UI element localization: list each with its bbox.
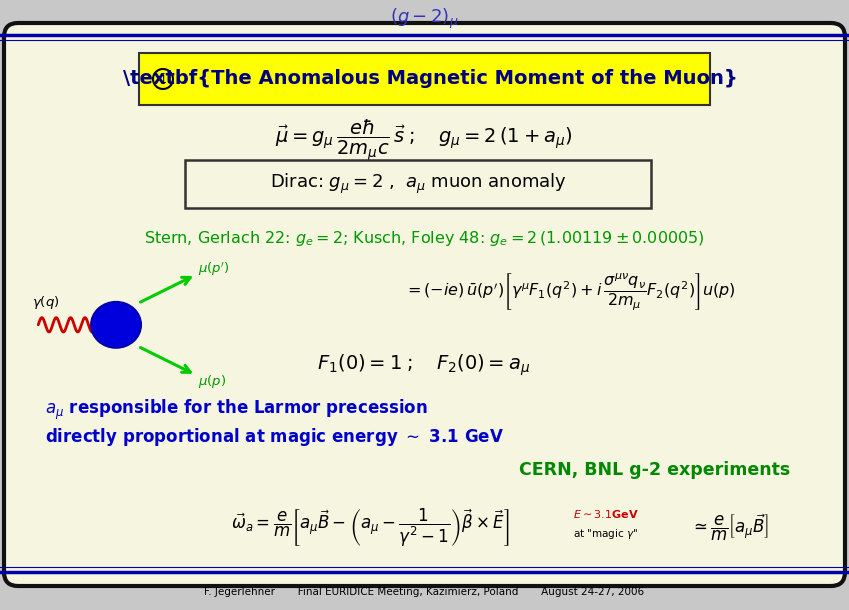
FancyBboxPatch shape [185,160,651,208]
FancyBboxPatch shape [139,53,710,105]
Text: $E{\sim}3.1\mathbf{GeV}$: $E{\sim}3.1\mathbf{GeV}$ [573,508,638,520]
Text: $\mu(p)$: $\mu(p)$ [198,373,226,390]
Text: $\mu(p')$: $\mu(p')$ [198,260,229,278]
Text: \textbf{The Anomalous Magnetic Moment of the Muon}: \textbf{The Anomalous Magnetic Moment of… [122,70,738,88]
Text: $\vec{\omega}_a = \dfrac{e}{m}\left[a_\mu \vec{B} - \left(a_\mu - \dfrac{1}{\gam: $\vec{\omega}_a = \dfrac{e}{m}\left[a_\m… [231,507,509,549]
Text: $(g-2)_\mu$: $(g-2)_\mu$ [390,7,458,31]
Ellipse shape [91,302,141,348]
FancyBboxPatch shape [4,23,845,586]
Text: $1$: $1$ [159,73,167,85]
Text: F. Jegerlehner       Final EURIDICE Meeting, Kazimierz, Poland       August 24-2: F. Jegerlehner Final EURIDICE Meeting, K… [204,587,644,597]
Text: $a_\mu$ responsible for the Larmor precession: $a_\mu$ responsible for the Larmor prece… [45,398,428,422]
Text: at "magic $\gamma$": at "magic $\gamma$" [573,527,638,541]
Text: Dirac: $g_\mu = 2$ ,  $a_\mu$ muon anomaly: Dirac: $g_\mu = 2$ , $a_\mu$ muon anomal… [270,172,566,196]
Text: directly proportional at magic energy $\sim$ 3.1 GeV: directly proportional at magic energy $\… [45,426,503,448]
Text: CERN, BNL g-2 experiments: CERN, BNL g-2 experiments [519,461,790,479]
Text: $F_1(0) = 1 \; ; \quad F_2(0) = a_\mu$: $F_1(0) = 1 \; ; \quad F_2(0) = a_\mu$ [318,352,531,378]
Text: Stern, Gerlach 22: $g_e = 2$; Kusch, Foley 48: $g_e = 2\,(1.00119 \pm 0.00005)$: Stern, Gerlach 22: $g_e = 2$; Kusch, Fol… [143,229,705,248]
Text: $\gamma(q)$: $\gamma(q)$ [32,294,59,311]
Text: $= (-ie)\,\bar{u}(p^\prime)\left[\gamma^\mu F_1(q^2) + i\,\dfrac{\sigma^{\mu\nu}: $= (-ie)\,\bar{u}(p^\prime)\left[\gamma^… [404,271,736,312]
Text: $\vec{\mu} = g_\mu \, \dfrac{e\hbar}{2m_\mu c} \, \vec{s} \; ; \quad g_\mu = 2\,: $\vec{\mu} = g_\mu \, \dfrac{e\hbar}{2m_… [275,117,573,163]
Text: $\simeq \dfrac{e}{m}\left[a_\mu \vec{B}\right]$: $\simeq \dfrac{e}{m}\left[a_\mu \vec{B}\… [690,513,770,543]
